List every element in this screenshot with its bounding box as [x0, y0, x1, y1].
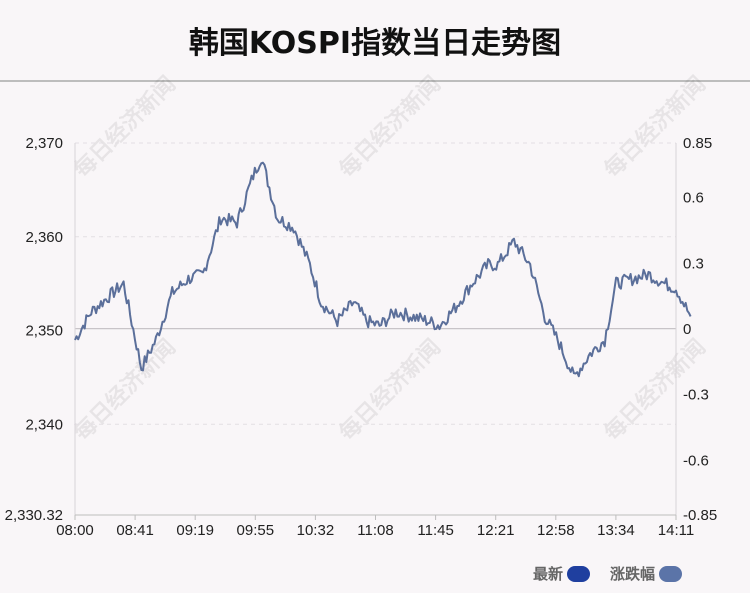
series-layer [74, 161, 692, 378]
y-right-tick-label: 0 [683, 321, 691, 338]
legend-swatch-latest [567, 565, 591, 582]
legend-item-change: 涨跌幅 [610, 563, 683, 584]
watermark-4: 每日经济新闻 [334, 334, 446, 446]
y-left-tick-label: 2,330.32 [5, 507, 63, 524]
chart-title: 韩国KOSPI指数当日走势图 [188, 26, 562, 61]
watermark-1: 每日经济新闻 [334, 71, 446, 183]
y-right-tick-label: -0.3 [683, 387, 709, 404]
y-right-tick-label: -0.6 [683, 452, 709, 469]
legend-label-latest: 最新 [533, 565, 564, 583]
y-left-tick-label: 2,360 [25, 229, 63, 246]
y-right-tick-label: -0.85 [683, 507, 717, 524]
x-tick-label: 12:21 [477, 522, 515, 539]
tick-labels: 2,370 2,360 2,350 2,340 2,330.32 0.85 0.6 0.3 0 -… [5, 135, 718, 539]
y-right-tick-label: 0.6 [683, 190, 704, 207]
x-tick-label: 08:41 [116, 522, 154, 539]
x-tick-label: 11:45 [417, 522, 453, 539]
x-tick-label: 14:11 [658, 522, 694, 539]
y-left-tick-label: 2,350 [25, 323, 63, 340]
watermark-0: 每日经济新闻 [69, 71, 181, 183]
y-left-tick-label: 2,340 [25, 416, 63, 433]
y-right-tick-label: 0.3 [683, 255, 704, 272]
legend-label-change: 涨跌幅 [610, 565, 656, 583]
x-tick-label: 09:55 [237, 522, 275, 539]
x-tick-label: 11:08 [357, 522, 393, 539]
x-tick-label: 10:32 [297, 522, 335, 539]
x-tick-label: 09:19 [176, 522, 214, 539]
legend-item-latest: 最新 [533, 563, 591, 584]
title-divider [0, 80, 750, 82]
x-tick-label: 12:58 [537, 522, 575, 539]
grid-lines [75, 142, 676, 516]
watermark-3: 每日经济新闻 [69, 334, 181, 446]
y-right-tick-label: 0.85 [683, 135, 712, 152]
x-tick-label: 13:34 [597, 522, 635, 539]
y-left-tick-label: 2,370 [25, 135, 63, 152]
x-tick-label: 08:00 [56, 522, 94, 539]
legend-swatch-change [659, 565, 683, 582]
watermark-2: 每日经济新闻 [599, 71, 711, 183]
price-line [74, 161, 692, 378]
